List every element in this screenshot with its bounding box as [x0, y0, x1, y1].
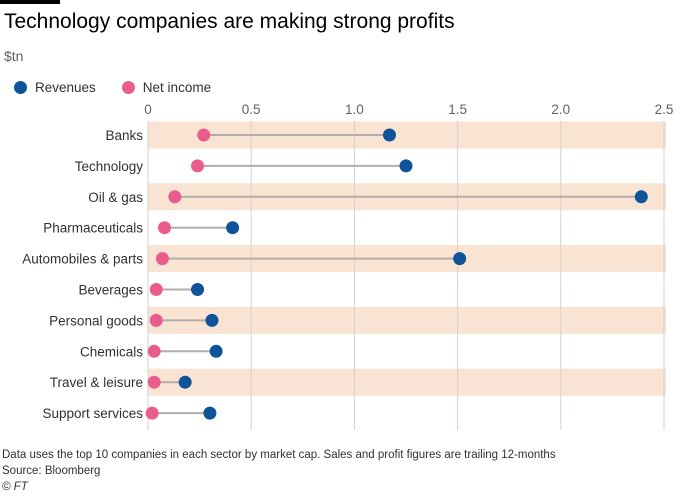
legend-label-revenues: Revenues: [35, 79, 96, 95]
revenue-point: [205, 313, 219, 327]
category-label: Travel & leisure: [50, 375, 143, 390]
net-income-point: [168, 190, 182, 204]
revenue-point: [178, 375, 192, 389]
revenue-point: [382, 128, 396, 142]
revenue-point: [191, 283, 205, 296]
category-label: Automobiles & parts: [22, 252, 143, 267]
chart-title: Technology companies are making strong p…: [4, 10, 455, 33]
row-band-8: [148, 368, 666, 396]
category-label: Oil & gas: [88, 190, 143, 205]
net-income-point: [155, 252, 169, 266]
revenue-point: [634, 190, 648, 204]
net-income-point: [191, 159, 205, 173]
revenue-point: [399, 159, 413, 173]
x-tick-label: 2.0: [551, 102, 570, 117]
net-income-point: [149, 283, 163, 296]
category-label: Technology: [75, 159, 144, 174]
dumbbell-chart: 0 0.5 1.0 1.5 2.0 2.5 Banks Technology Oil & gas…: [22, 102, 674, 430]
net-income-point: [147, 375, 161, 389]
chart-legend: Revenues Net income: [14, 78, 237, 96]
revenues-swatch: [14, 80, 27, 94]
category-label: Pharmaceuticals: [43, 221, 143, 236]
category-label: Personal goods: [49, 313, 143, 328]
brand-top-bar: [0, 0, 60, 4]
category-label: Support services: [42, 406, 143, 421]
net-income-swatch: [121, 80, 135, 94]
source-note: Source: Bloomberg: [2, 465, 101, 477]
category-label: Banks: [105, 128, 143, 143]
legend-item-revenues: Revenues: [14, 80, 96, 95]
x-tick-label: 0.5: [242, 102, 261, 117]
copyright: © FT: [2, 481, 28, 493]
net-income-point: [158, 221, 172, 235]
revenue-point: [209, 344, 223, 358]
unit-label: $tn: [4, 48, 24, 64]
x-tick-label: 2.5: [655, 102, 674, 117]
net-income-point: [149, 313, 163, 327]
revenue-point: [203, 406, 217, 420]
footnote: Data uses the top 10 companies in each s…: [2, 449, 556, 461]
net-income-point: [145, 406, 159, 420]
category-label: Beverages: [78, 283, 143, 298]
chart-footer: Data uses the top 10 companies in each s…: [2, 447, 556, 495]
category-label: Chemicals: [80, 344, 143, 359]
legend-item-net-income: Net income: [121, 79, 212, 95]
legend-label-net-income: Net income: [142, 79, 212, 95]
net-income-point: [147, 344, 161, 358]
revenue-point: [226, 221, 240, 235]
net-income-point: [197, 128, 211, 142]
x-tick-label: 1.0: [345, 102, 364, 117]
x-tick-label: 1.5: [448, 102, 467, 117]
row-band-6: [148, 306, 666, 334]
x-tick-label: 0: [144, 102, 152, 117]
revenue-point: [453, 252, 467, 266]
